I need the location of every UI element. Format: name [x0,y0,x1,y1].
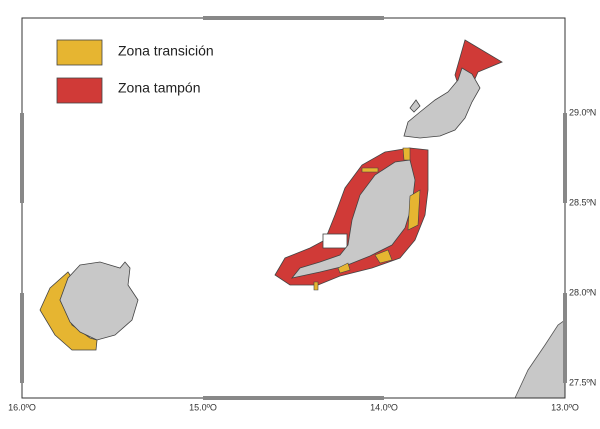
y-tick-label: 29.0ºN [569,107,596,117]
frame-scale [20,16,567,400]
gap [322,233,348,249]
x-tick-label: 16.0ºO [8,402,36,412]
transition-zone [407,189,421,231]
transition-zone [374,249,393,264]
legend-label: Zona transición [118,43,214,59]
legend-swatch [56,77,103,104]
transition-zone [313,281,319,291]
transition-zone [337,262,351,274]
transition-zone [402,147,411,161]
x-tick-label: 14.0ºO [370,402,398,412]
islet [409,99,421,113]
legend-swatch [56,39,103,66]
fuerteventura [290,159,416,279]
lanzarote [403,67,481,139]
legend-label: Zona tampón [118,80,201,96]
y-tick-label: 27.5ºN [569,377,596,387]
gran-canaria [59,261,139,341]
transition-zone [361,167,379,173]
y-tick-label: 28.0ºN [569,287,596,297]
x-tick-label: 15.0ºO [189,402,217,412]
y-tick-label: 28.5ºN [569,197,596,207]
land [39,39,566,399]
x-tick-label: 13.0ºO [551,402,579,412]
